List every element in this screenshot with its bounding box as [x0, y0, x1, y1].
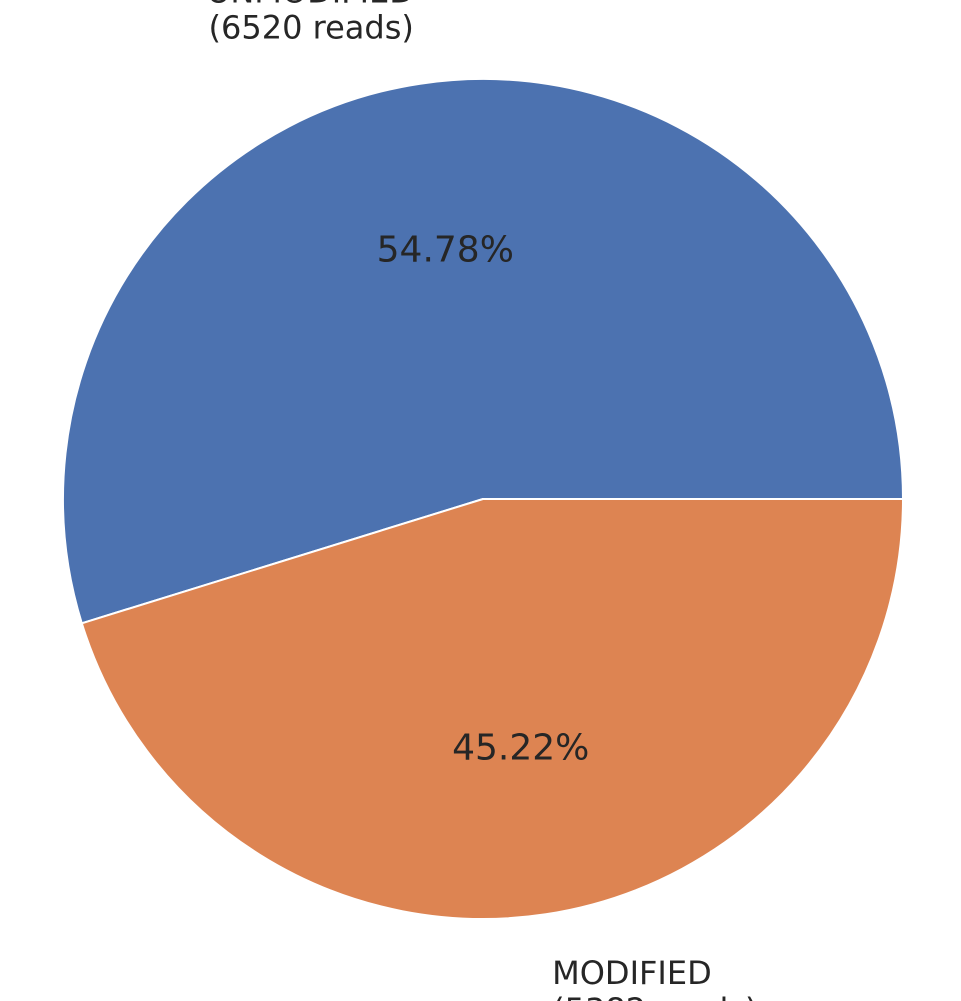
pie-category-name: UNMODIFIED	[207, 0, 414, 11]
pie-category-name: MODIFIED	[552, 954, 712, 992]
pie-category-reads: (5382 reads)	[552, 991, 757, 1001]
pie-category-label: MODIFIED(5382 reads)	[552, 954, 757, 1001]
pie-slice-unmodified	[62, 78, 904, 625]
pie-slice-modified	[80, 498, 904, 920]
pie-labels: 54.78% UNMODIFIED(6520 reads) 45.22% MODIFI…	[207, 0, 758, 1001]
pie-category-reads: (6520 reads)	[209, 9, 414, 47]
pie-percent-label: 45.22%	[452, 728, 589, 769]
pie-percent-label: 54.78%	[377, 229, 514, 270]
pie-category-label: UNMODIFIED(6520 reads)	[207, 0, 414, 47]
pie-slices	[62, 78, 904, 920]
